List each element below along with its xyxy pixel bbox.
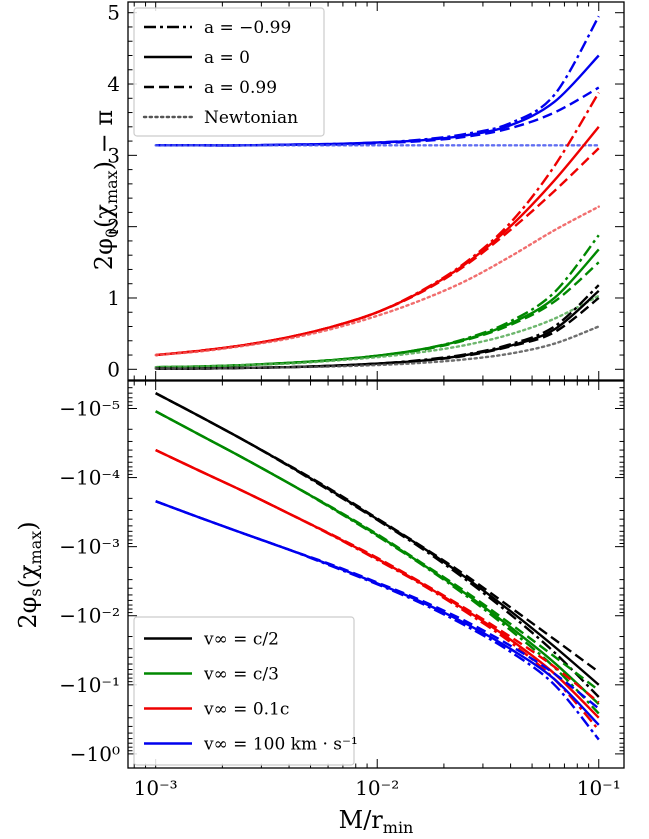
bottom-series-line-2 (155, 392, 600, 698)
top-legend-label-1: a = 0 (204, 48, 250, 68)
bottom-ytick-label-5: −10⁰ (70, 742, 120, 766)
bottom-panel: 10⁻³ 10⁻² 10⁻¹ −10⁻⁵ −10⁻⁴ −10⁻³ −10⁻² −10⁻¹ −10… (14, 380, 624, 837)
bottom-ylabel: 2φs(χmax) (14, 521, 45, 628)
top-series-line-15 (154, 325, 600, 370)
top-ytick-label-4: 4 (107, 72, 120, 96)
top-ylabel: 2φ0(χmax) − π (90, 110, 121, 270)
bottom-ytick-label-1: −10⁻⁴ (59, 466, 120, 490)
bottom-series-line-5 (155, 410, 600, 715)
bottom-legend-label-1: v∞ = c/3 (203, 665, 279, 685)
bottom-ytick-label-2: −10⁻³ (59, 535, 120, 559)
top-series-line-7 (154, 205, 600, 357)
bottom-xtick-label-1: 10⁻² (355, 776, 399, 800)
bottom-legend-box (133, 616, 355, 766)
top-axes-frame (127, 1, 625, 381)
bottom-series-line-11 (155, 500, 600, 741)
bottom-series-group (155, 392, 600, 741)
top-legend: a = −0.99 a = 0 a = 0.99 Newtonian (133, 7, 325, 137)
top-ytick-label-5: 5 (107, 1, 120, 25)
top-panel: 0 1 2 3 4 5 a = −0.99 a = 0 a = 0.99 Newtonian 2… (90, 1, 624, 381)
bottom-xtick-label-0: 10⁻³ (134, 776, 178, 800)
top-legend-label-0: a = −0.99 (204, 18, 291, 38)
bottom-axes-frame (127, 380, 625, 769)
bottom-legend-label-0: v∞ = c/2 (203, 630, 279, 650)
bottom-ytick-label-0: −10⁻⁵ (59, 396, 120, 420)
bottom-series-line-7 (155, 448, 600, 704)
bottom-ytick-label-4: −10⁻¹ (59, 673, 120, 697)
top-ytick-label-1: 1 (107, 286, 120, 310)
top-series-line-6 (155, 147, 600, 357)
top-ytick-label-2: 2 (107, 215, 120, 239)
top-ytick-label-0: 0 (107, 357, 120, 381)
top-series-group (154, 15, 600, 370)
top-tick-group: 0 1 2 3 4 5 (107, 1, 624, 381)
bottom-tick-group: 10⁻³ 10⁻² 10⁻¹ −10⁻⁵ −10⁻⁴ −10⁻³ −10⁻² −10⁻¹ −10… (59, 380, 624, 800)
bottom-series-line-8 (155, 448, 600, 731)
bottom-legend: v∞ = c/2 v∞ = c/3 v∞ = 0.1c v∞ = 100 km · s… (133, 616, 358, 766)
bottom-legend-label-3: v∞ = 100 km · s⁻¹ (203, 735, 358, 755)
top-series-line-11 (154, 294, 600, 369)
top-series-line-5 (155, 126, 600, 357)
bottom-series-line-4 (155, 410, 600, 692)
top-legend-label-3: Newtonian (204, 108, 298, 128)
top-legend-label-2: a = 0.99 (204, 78, 277, 98)
bottom-legend-label-2: v∞ = 0.1c (203, 700, 289, 720)
bottom-xlabel: M/rmin (339, 806, 414, 837)
top-legend-box (133, 7, 325, 137)
bottom-xtick-label-2: 10⁻¹ (577, 776, 621, 800)
top-series-line-10 (155, 261, 600, 369)
bottom-ytick-label-3: −10⁻² (59, 604, 120, 628)
top-ytick-label-3: 3 (107, 143, 120, 167)
